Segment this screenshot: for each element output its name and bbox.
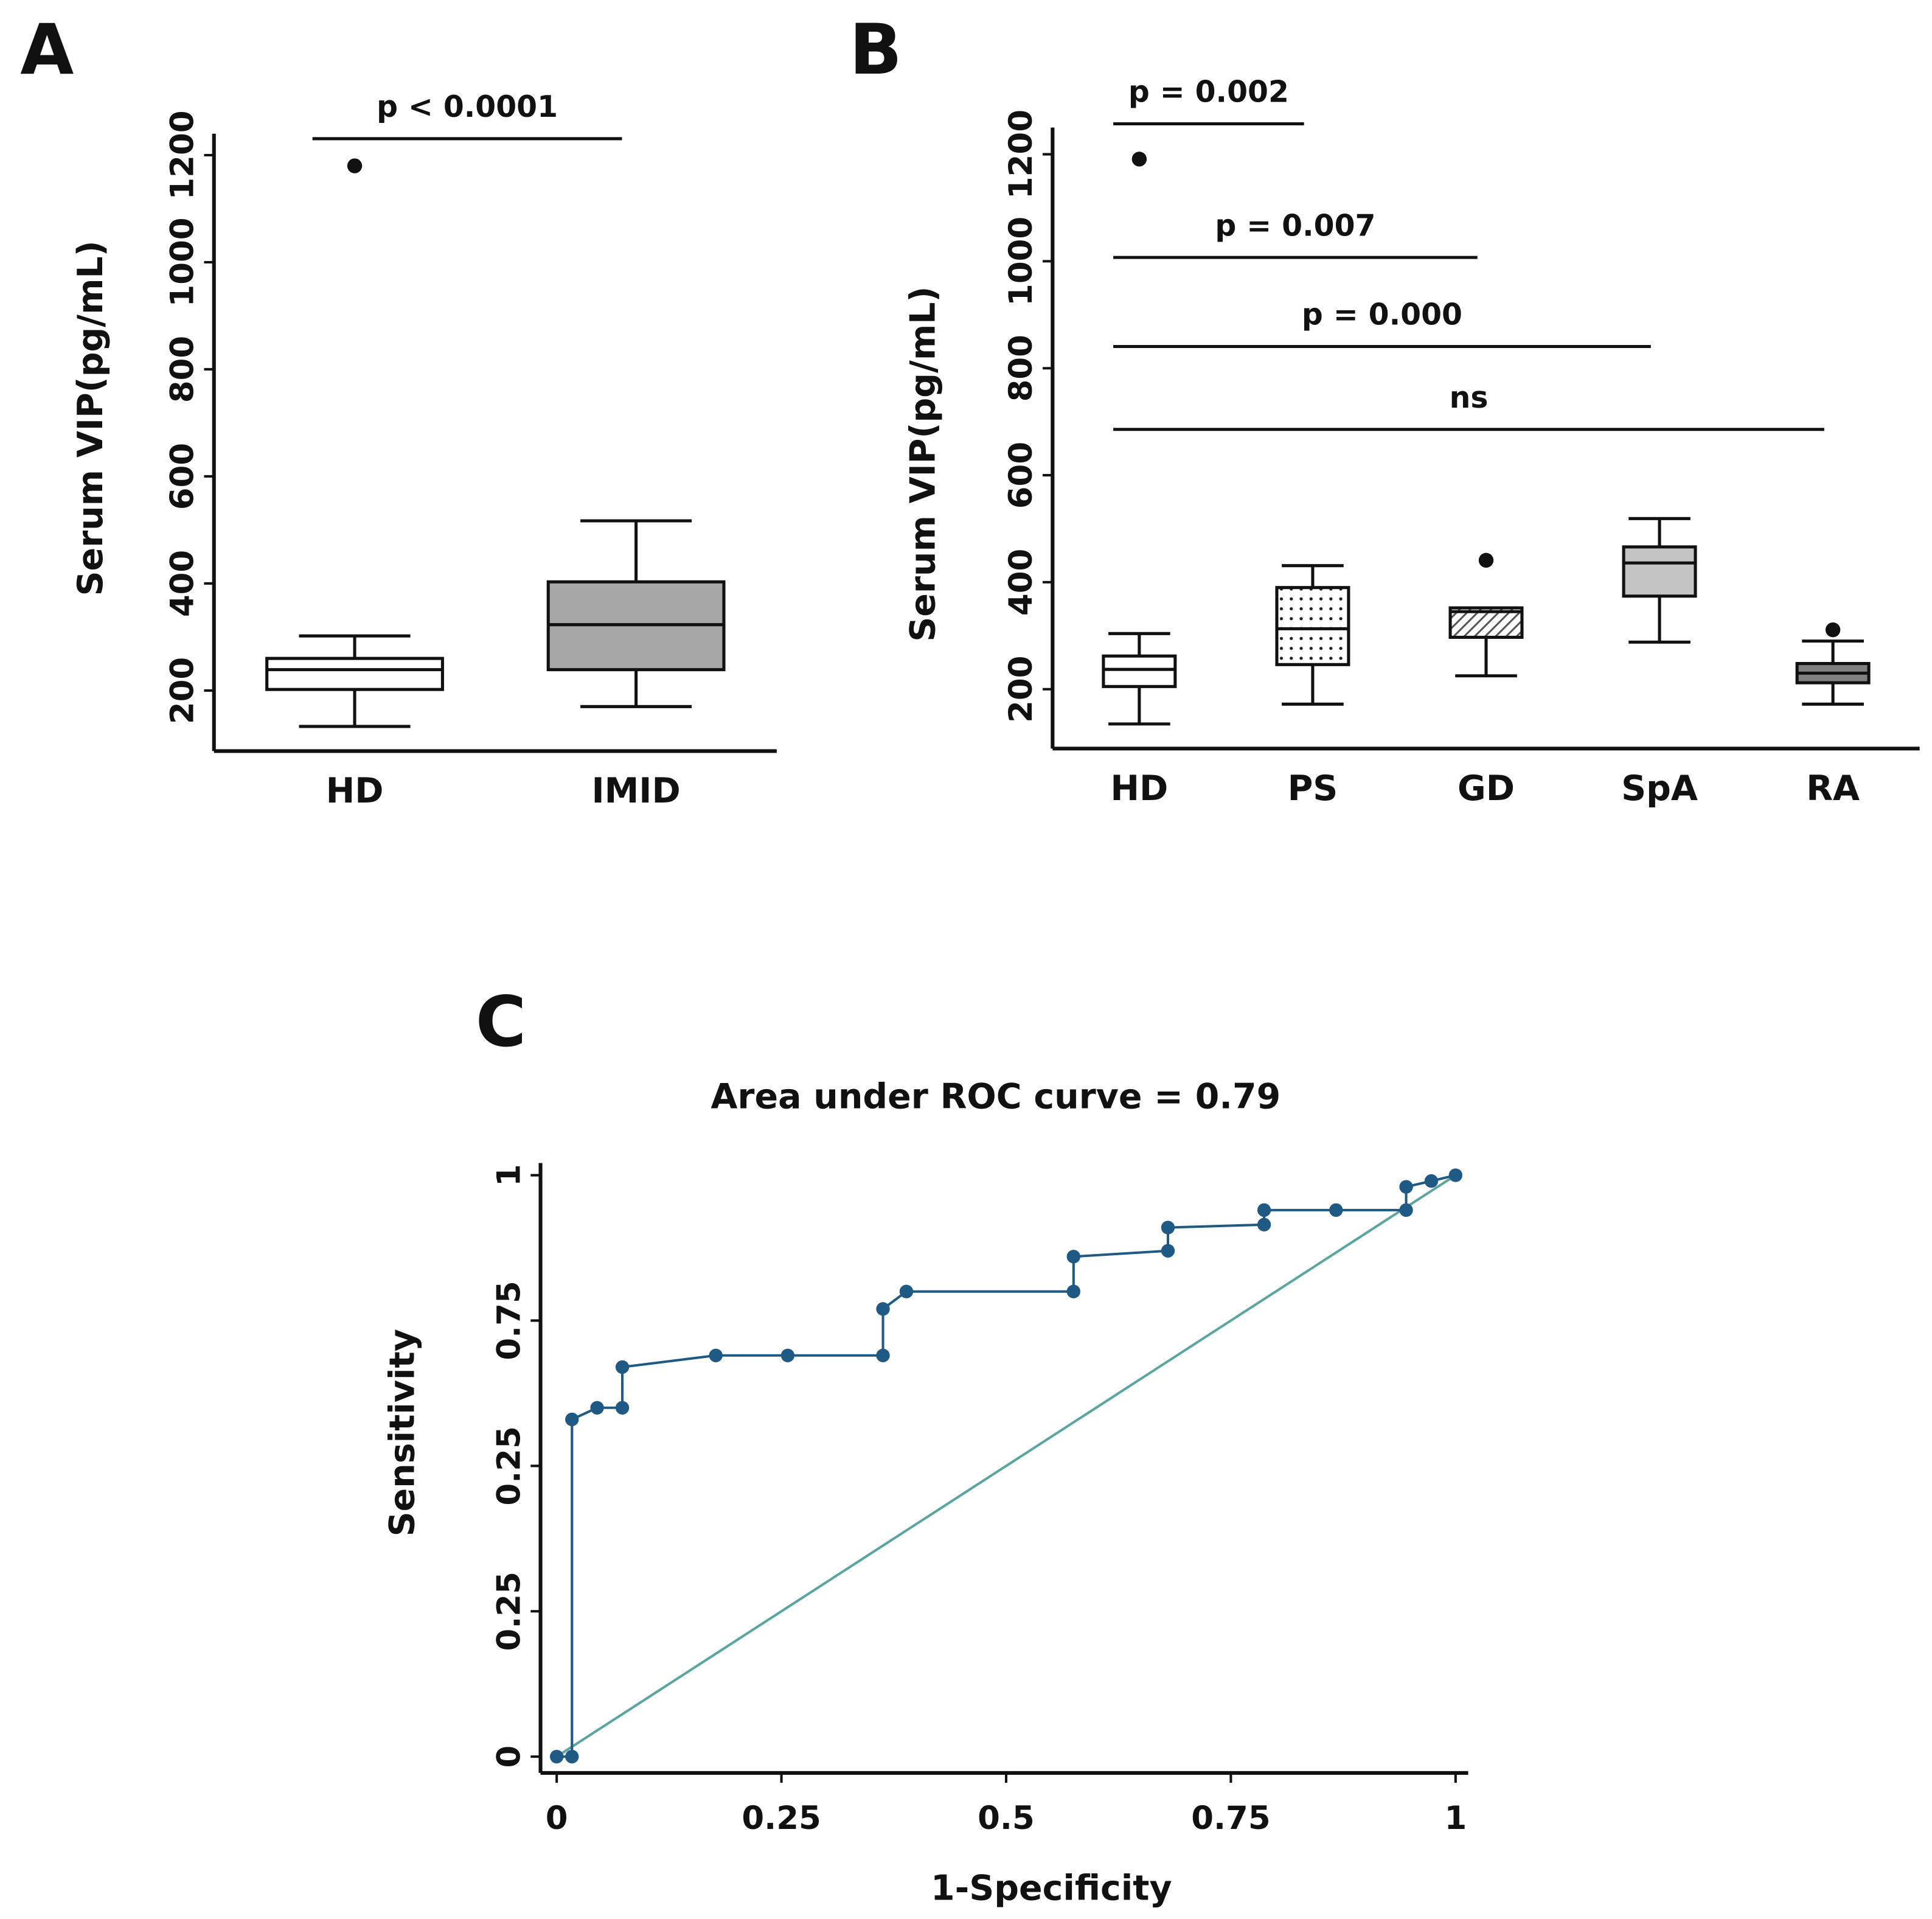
x-tick-label: 1 <box>1444 1800 1467 1837</box>
y-tick-label: 800 <box>1002 335 1040 402</box>
chart-title: Area under ROC curve = 0.79 <box>711 1076 1280 1116</box>
roc-point <box>615 1360 630 1374</box>
y-tick-label: 0 <box>490 1746 527 1768</box>
y-axis-label: Sensitivity <box>383 1329 423 1536</box>
bracket-label: ns <box>1450 380 1489 415</box>
roc-point <box>876 1302 890 1316</box>
y-axis-label: Serum VIP(pg/mL) <box>71 240 111 596</box>
box <box>1622 545 1697 598</box>
bracket-label: p < 0.0001 <box>377 89 558 124</box>
x-tick-label: 0 <box>546 1800 568 1837</box>
x-tick-label: HD <box>326 771 384 811</box>
y-tick-label: 1000 <box>164 217 201 307</box>
box <box>265 656 444 691</box>
roc-point <box>1161 1221 1175 1235</box>
y-tick-label: 200 <box>1002 656 1040 723</box>
roc-point <box>1424 1174 1439 1188</box>
panel-letter: B <box>849 9 902 90</box>
y-tick-label: 1000 <box>1002 217 1040 306</box>
x-tick-label: 0.75 <box>1191 1800 1270 1837</box>
y-tick-label: 600 <box>164 443 201 510</box>
x-tick-label: 0.25 <box>742 1800 821 1837</box>
roc-point <box>549 1749 564 1764</box>
outlier <box>347 158 363 173</box>
panel-letter: A <box>20 9 74 90</box>
box <box>1275 586 1350 666</box>
y-tick-label: 800 <box>164 336 201 403</box>
roc-curve <box>557 1174 1456 1758</box>
x-tick-label: IMID <box>591 771 680 811</box>
outlier <box>1478 552 1494 568</box>
roc-point <box>565 1749 579 1764</box>
x-tick-label: PS <box>1288 768 1338 809</box>
reference-diagonal <box>556 1174 1456 1758</box>
roc-point <box>1257 1203 1271 1217</box>
y-tick-label: 200 <box>164 657 201 724</box>
panel-letter: C <box>476 981 527 1062</box>
roc-point <box>876 1348 890 1362</box>
roc-point <box>1066 1250 1080 1264</box>
roc-point <box>709 1348 723 1362</box>
roc-point <box>1399 1203 1413 1217</box>
x-axis-label: 1-Specificity <box>931 1868 1172 1909</box>
box <box>1102 654 1177 688</box>
roc-point <box>1257 1217 1271 1231</box>
outlier <box>1825 622 1841 638</box>
y-tick-label: 600 <box>1002 442 1040 509</box>
roc-point <box>899 1284 914 1298</box>
roc-point <box>1399 1180 1413 1194</box>
y-tick-label: 1200 <box>1002 110 1040 199</box>
roc-point <box>565 1412 579 1427</box>
roc-point <box>1161 1244 1175 1258</box>
y-tick-label: 1 <box>490 1164 527 1186</box>
y-tick-label: 400 <box>1002 549 1040 616</box>
y-axis-label: Serum VIP(pg/mL) <box>903 287 943 642</box>
roc-point <box>1448 1168 1463 1182</box>
bracket-label: p = 0.002 <box>1128 75 1289 110</box>
bracket-label: p = 0.000 <box>1302 298 1462 332</box>
roc-point <box>1066 1284 1080 1298</box>
bracket-label: p = 0.007 <box>1215 208 1375 243</box>
y-tick-label: 0.25 <box>490 1572 527 1651</box>
y-tick-label: 1200 <box>164 110 201 200</box>
y-tick-label: 0.75 <box>490 1281 527 1360</box>
x-tick-label: GD <box>1458 768 1515 809</box>
x-tick-label: 0.5 <box>978 1800 1035 1837</box>
y-tick-label: 0.25 <box>490 1426 527 1505</box>
roc-point <box>1329 1203 1343 1217</box>
roc-point <box>590 1401 604 1415</box>
outlier <box>1131 152 1147 167</box>
x-tick-label: HD <box>1110 768 1168 809</box>
roc-point <box>615 1401 630 1415</box>
y-tick-label: 400 <box>164 550 201 617</box>
x-tick-label: SpA <box>1621 768 1698 809</box>
x-tick-label: RA <box>1806 768 1860 809</box>
roc-point <box>780 1348 795 1362</box>
